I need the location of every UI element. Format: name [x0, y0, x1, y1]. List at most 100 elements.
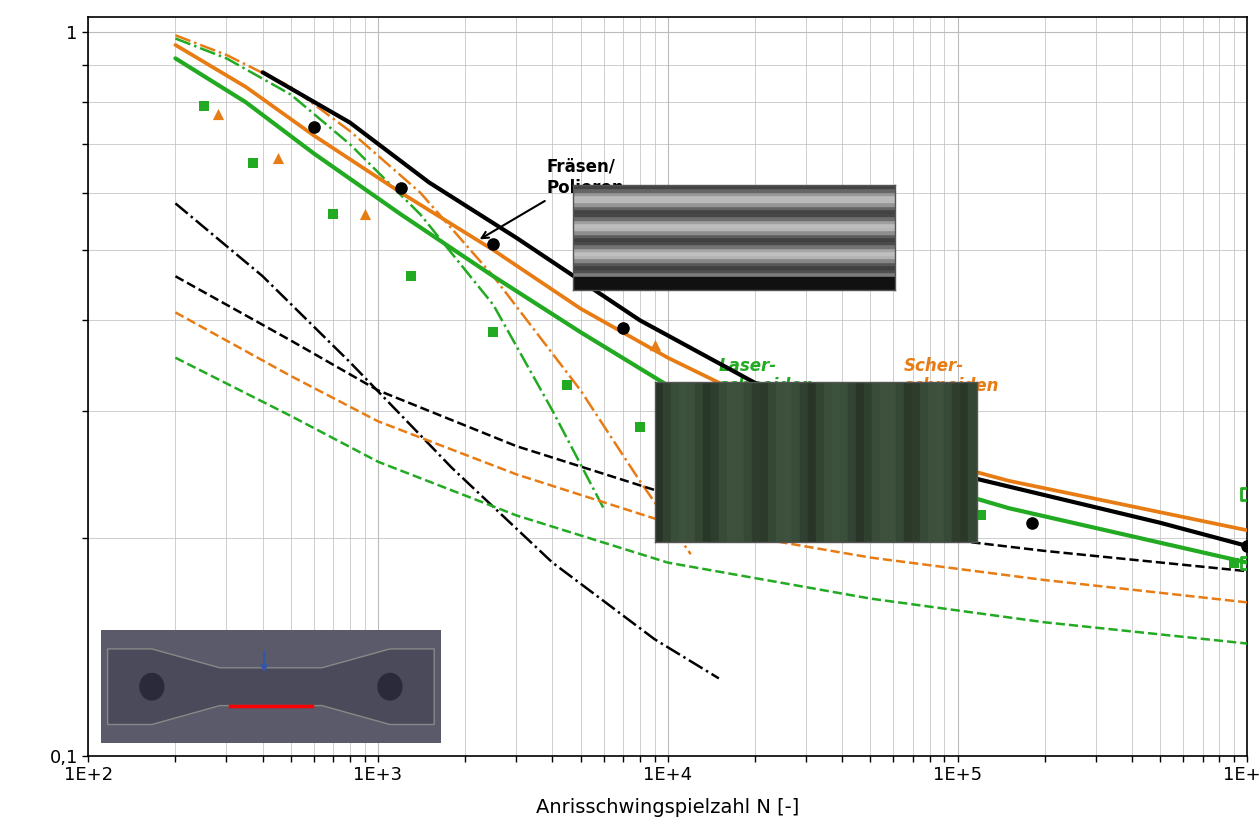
Bar	[945, 382, 953, 542]
Bar	[573, 255, 895, 258]
Bar	[573, 209, 895, 213]
Bar	[848, 382, 856, 542]
Bar	[679, 382, 688, 542]
Bar	[872, 382, 881, 542]
Bar	[832, 382, 840, 542]
Bar	[573, 192, 895, 195]
Bar	[912, 382, 920, 542]
Bar	[936, 382, 945, 542]
Circle shape	[140, 674, 164, 700]
Bar	[573, 251, 895, 255]
Circle shape	[378, 674, 402, 700]
Point	[208, 108, 228, 121]
Bar	[573, 234, 895, 237]
Bar	[573, 188, 895, 192]
Point	[267, 151, 287, 165]
Bar	[573, 276, 895, 279]
Point	[1022, 516, 1042, 529]
Bar	[573, 202, 895, 206]
Bar	[784, 382, 791, 542]
Point	[401, 270, 421, 283]
Bar	[573, 265, 895, 269]
Point	[194, 99, 214, 113]
Bar	[573, 213, 895, 216]
Point	[484, 237, 504, 250]
Bar	[573, 227, 895, 230]
Bar	[573, 230, 895, 234]
Bar	[856, 382, 864, 542]
Bar	[953, 382, 960, 542]
Bar	[776, 382, 784, 542]
Point	[872, 409, 892, 423]
Point	[893, 487, 913, 501]
Point	[304, 120, 324, 134]
Bar	[808, 382, 816, 542]
Point	[1237, 487, 1257, 501]
Bar	[824, 382, 832, 542]
Bar	[703, 382, 712, 542]
Bar	[573, 269, 895, 272]
Bar	[929, 382, 936, 542]
Bar	[573, 195, 895, 199]
Point	[243, 156, 263, 170]
Bar	[816, 382, 824, 542]
Bar	[573, 199, 895, 202]
Bar	[905, 382, 912, 542]
Point	[484, 325, 504, 339]
Bar	[573, 223, 895, 227]
Bar	[573, 185, 895, 188]
Bar	[573, 258, 895, 262]
Bar	[767, 382, 776, 542]
Bar	[663, 382, 672, 542]
Bar	[655, 382, 663, 542]
Point	[1223, 556, 1244, 570]
Bar	[800, 382, 808, 542]
Bar	[573, 241, 895, 244]
Point	[323, 207, 343, 221]
Bar	[688, 382, 696, 542]
Bar	[960, 382, 969, 542]
Bar	[791, 382, 800, 542]
Bar	[573, 279, 895, 283]
Point	[612, 322, 633, 335]
Bar	[864, 382, 872, 542]
X-axis label: Anrisschwingspielzahl N [-]: Anrisschwingspielzahl N [-]	[537, 798, 799, 817]
Point	[644, 338, 664, 351]
Bar	[760, 382, 767, 542]
Point	[630, 420, 650, 433]
Point	[354, 207, 374, 221]
Bar	[573, 262, 895, 265]
Text: Scher-
schneiden: Scher- schneiden	[862, 356, 999, 441]
Bar	[712, 382, 719, 542]
Bar	[727, 382, 736, 542]
Bar	[573, 283, 895, 286]
Bar	[736, 382, 743, 542]
Bar	[573, 248, 895, 251]
Bar	[696, 382, 703, 542]
Text: Laser-
schneiden: Laser- schneiden	[659, 356, 814, 435]
Bar	[573, 220, 895, 223]
Point	[970, 509, 990, 522]
Point	[872, 455, 892, 469]
Bar	[573, 216, 895, 220]
Point	[1237, 556, 1257, 570]
Bar	[573, 277, 895, 290]
Bar	[888, 382, 896, 542]
Bar	[573, 237, 895, 241]
Bar	[573, 244, 895, 248]
Bar	[840, 382, 848, 542]
Polygon shape	[107, 648, 435, 724]
Bar	[573, 286, 895, 290]
Bar	[969, 382, 977, 542]
Bar	[573, 272, 895, 276]
Bar	[672, 382, 679, 542]
Bar	[896, 382, 905, 542]
Point	[724, 449, 745, 462]
Bar	[743, 382, 751, 542]
Bar	[573, 206, 895, 209]
Bar	[879, 382, 888, 542]
Bar	[719, 382, 727, 542]
Text: Fräsen/
Polieren: Fräsen/ Polieren	[481, 158, 624, 239]
Bar	[751, 382, 760, 542]
Bar	[920, 382, 929, 542]
